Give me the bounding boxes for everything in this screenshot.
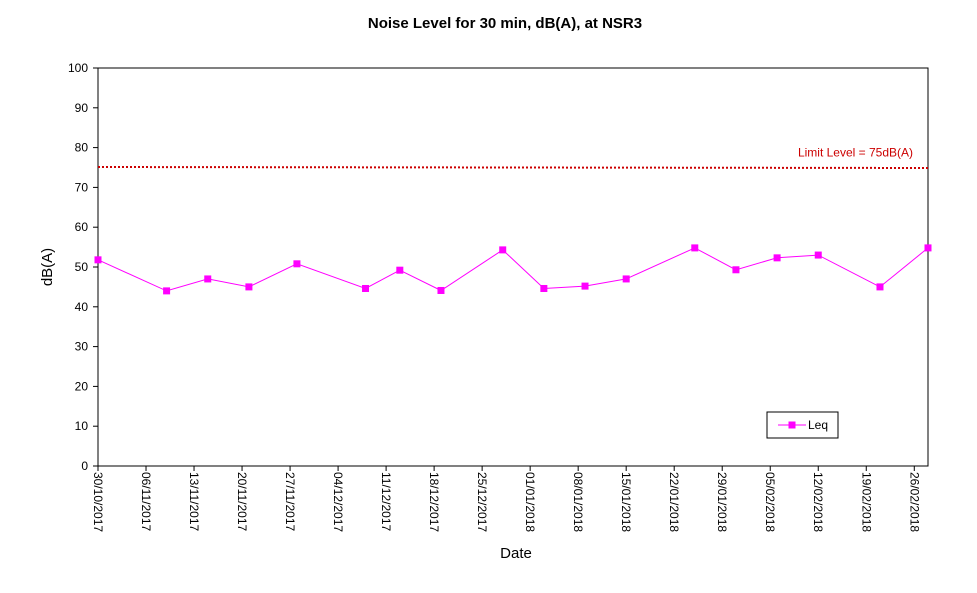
data-point-leq	[691, 244, 699, 252]
legend: Leq	[766, 411, 839, 439]
legend-label: Leq	[808, 418, 828, 432]
x-tick-label: 25/12/2017	[475, 472, 489, 532]
x-tick-label: 26/02/2018	[907, 472, 921, 532]
data-point-leq	[924, 244, 932, 252]
y-tick-label: 80	[75, 141, 89, 155]
data-point-leq	[204, 275, 212, 283]
series-layer	[94, 244, 932, 295]
y-tick-label: 100	[68, 61, 88, 75]
x-tick-label: 18/12/2017	[427, 472, 441, 532]
chart-title: Noise Level for 30 min, dB(A), at NSR3	[368, 15, 642, 32]
y-tick-label: 90	[75, 101, 89, 115]
y-tick-label: 50	[75, 260, 89, 274]
x-tick-label: 04/12/2017	[331, 472, 345, 532]
data-point-leq	[437, 286, 445, 294]
x-axis: 30/10/2017 06/11/2017 13/11/2017 20/11/2017…	[91, 466, 921, 532]
data-point-leq	[163, 287, 171, 295]
data-point-leq	[94, 256, 102, 264]
data-point-leq	[499, 246, 507, 254]
data-point-leq	[293, 260, 301, 268]
x-tick-label: 22/01/2018	[667, 472, 681, 532]
x-axis-label: Date	[500, 545, 532, 562]
x-tick-label: 13/11/2017	[187, 472, 201, 531]
data-point-leq	[732, 266, 740, 274]
x-tick-label: 29/01/2018	[715, 472, 729, 532]
y-tick-label: 0	[81, 459, 88, 473]
y-axis-label: dB(A)	[39, 248, 56, 286]
series-line-leq	[97, 247, 929, 292]
y-axis: 0 10 20 30 40 50 60 70 80 90 100	[68, 61, 98, 473]
y-tick-label: 70	[75, 180, 89, 194]
x-tick-label: 19/02/2018	[859, 472, 873, 532]
data-point-leq	[622, 275, 630, 283]
y-tick-label: 20	[75, 379, 89, 393]
x-tick-label: 20/11/2017	[235, 472, 249, 531]
data-point-leq	[814, 251, 822, 259]
data-point-leq	[876, 283, 884, 291]
x-tick-label: 27/11/2017	[283, 472, 297, 531]
plot-area	[97, 67, 929, 467]
data-point-leq	[540, 284, 548, 292]
data-point-leq	[773, 254, 781, 262]
data-point-leq	[362, 284, 370, 292]
y-tick-label: 10	[75, 419, 89, 433]
x-tick-label: 05/02/2018	[763, 472, 777, 532]
x-tick-label: 15/01/2018	[619, 472, 633, 532]
x-tick-label: 01/01/2018	[523, 472, 537, 532]
data-point-leq	[245, 283, 253, 291]
x-tick-label: 30/10/2017	[91, 472, 105, 532]
y-tick-label: 40	[75, 300, 89, 314]
y-tick-label: 30	[75, 340, 89, 354]
x-tick-label: 06/11/2017	[139, 472, 153, 531]
x-tick-label: 11/12/2017	[379, 472, 393, 531]
data-point-leq	[396, 266, 404, 274]
limit-level-label: Limit Level = 75dB(A)	[798, 146, 913, 160]
x-tick-label: 08/01/2018	[571, 472, 585, 532]
data-point-leq	[581, 282, 589, 290]
x-tick-label: 12/02/2018	[811, 472, 825, 532]
y-tick-label: 60	[75, 220, 89, 234]
legend-marker-swatch	[788, 421, 796, 429]
